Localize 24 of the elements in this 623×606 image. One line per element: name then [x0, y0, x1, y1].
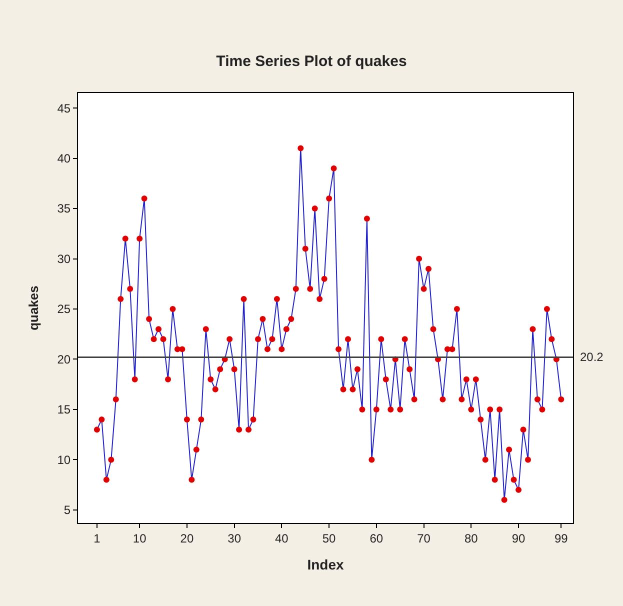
x-tick-label: 90: [512, 531, 526, 546]
x-tick-label: 99: [554, 531, 568, 546]
y-tick-label: 15: [57, 402, 71, 417]
y-tick-label: 20: [57, 352, 71, 366]
x-tick-label: 80: [464, 531, 478, 546]
x-tick-label: 30: [228, 531, 242, 546]
chart-title: Time Series Plot of quakes: [216, 52, 407, 70]
y-tick-label: 5: [64, 503, 71, 518]
y-tick-label: 10: [57, 452, 71, 467]
x-tick-label: 70: [417, 531, 431, 546]
y-tick-label: 45: [57, 101, 71, 116]
ref-line-label: 20.2: [580, 350, 604, 364]
y-tick-label: 25: [57, 302, 71, 316]
x-axis-title: Index: [307, 556, 344, 573]
y-tick-label: 35: [57, 202, 71, 216]
y-axis-title: quakes: [26, 286, 42, 330]
x-tick-label: 10: [132, 531, 147, 546]
y-tick-label: 30: [57, 252, 71, 266]
x-tick-label: 50: [322, 531, 336, 546]
x-tick-label: 1: [94, 531, 101, 546]
x-tick-label: 20: [180, 531, 194, 546]
x-tick-label: 60: [370, 531, 384, 546]
y-tick-label: 40: [57, 152, 71, 166]
x-tick-label: 40: [275, 531, 289, 546]
